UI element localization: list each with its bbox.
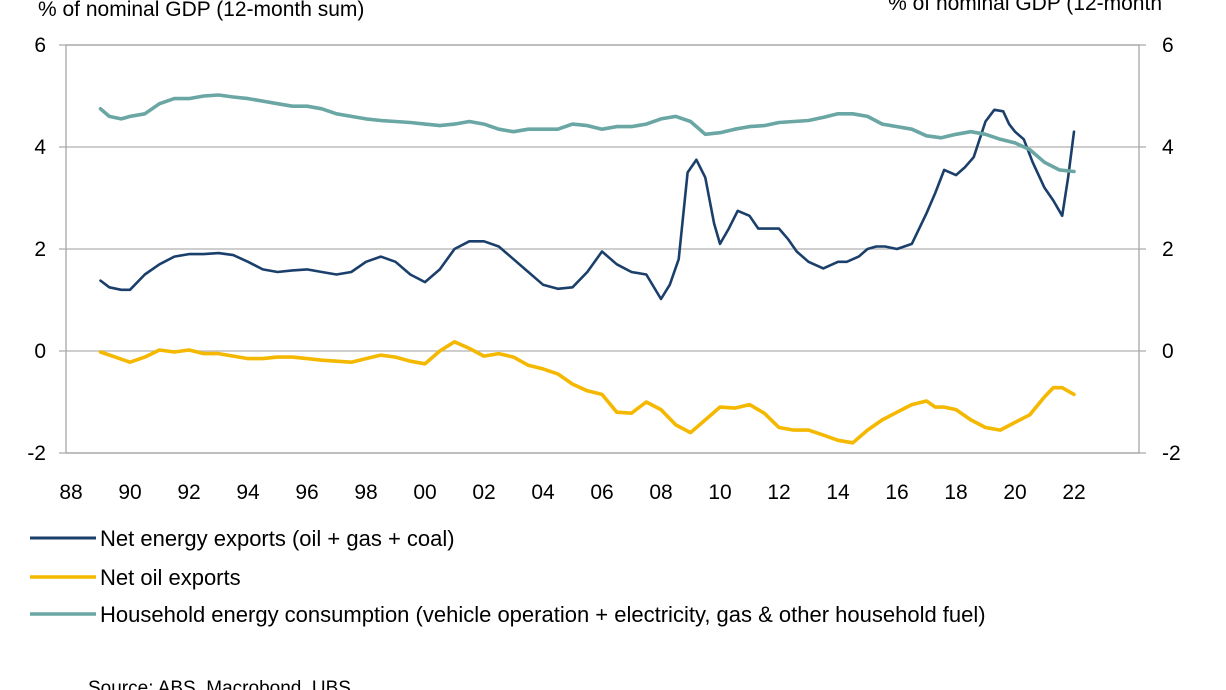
net-oil-exports-line (98, 339, 1076, 445)
legend-label-net-energy: Net energy exports (oil + gas + coal) (100, 526, 455, 551)
y-tick-label-left: 0 (34, 340, 46, 363)
source-note: Source: ABS, Macrobond, UBS (88, 678, 351, 690)
y-tick-label-right: 2 (1162, 238, 1174, 261)
y-tick-label-left: 2 (34, 238, 46, 261)
left-axis-title: % of nominal GDP (12-month sum) (38, 0, 364, 21)
legend-label-household: Household energy consumption (vehicle op… (100, 602, 986, 627)
y-axis-ticks: -2 -2 0 0 2 2 4 4 6 6 (27, 34, 1180, 465)
x-tick-label: 14 (826, 481, 850, 504)
x-tick-label: 96 (295, 481, 318, 504)
y-tick-label-right: -2 (1162, 442, 1181, 465)
x-tick-label: 06 (590, 481, 613, 504)
x-tick-label: 20 (1003, 481, 1026, 504)
x-tick-label: 94 (236, 481, 260, 504)
y-tick-label-right: 6 (1162, 34, 1174, 57)
y-tick-label-left: 6 (34, 34, 46, 57)
x-tick-label: 12 (767, 481, 790, 504)
y-tick-label-left: 4 (34, 136, 46, 159)
x-tick-label: 10 (708, 481, 731, 504)
x-tick-label: 16 (885, 481, 908, 504)
y-tick-label-right: 4 (1162, 136, 1174, 159)
x-tick-label: 98 (354, 481, 377, 504)
x-tick-label: 90 (118, 481, 141, 504)
x-tick-label: 02 (472, 481, 495, 504)
y-tick-label-left: -2 (27, 442, 46, 465)
right-axis-title: % of nominal GDP (12-month (888, 0, 1162, 15)
legend: Net energy exports (oil + gas + coal) Ne… (30, 526, 986, 627)
x-tick-label: 88 (59, 481, 82, 504)
x-tick-label: 92 (177, 481, 200, 504)
x-tick-label: 00 (413, 481, 436, 504)
y-tick-label-right: 0 (1162, 340, 1174, 363)
legend-label-net-oil: Net oil exports (100, 565, 241, 590)
net-energy-exports-line (99, 108, 1076, 301)
household-energy-line (98, 93, 1076, 174)
x-tick-label: 04 (531, 481, 555, 504)
x-tick-label: 22 (1062, 481, 1085, 504)
gridlines (66, 44, 1139, 454)
series-lines (98, 93, 1076, 445)
x-axis-ticks: 88 90 92 94 96 98 00 02 04 06 08 10 12 14 16 18 20 22 (59, 481, 1085, 504)
x-tick-label: 18 (944, 481, 967, 504)
x-tick-label: 08 (649, 481, 672, 504)
